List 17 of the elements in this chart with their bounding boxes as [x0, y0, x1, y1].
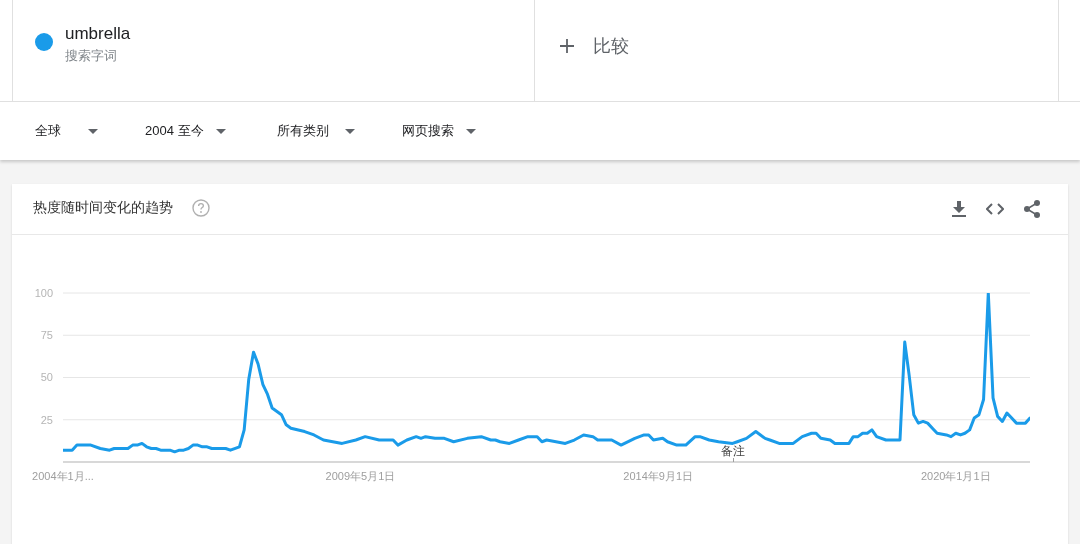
y-tick-label: 25: [40, 413, 53, 426]
x-tick-label: 2020年1月1日: [920, 469, 991, 482]
text: 2004 至今: [145, 122, 204, 140]
y-tick-label: 100: [34, 286, 53, 299]
y-tick-label: 75: [40, 329, 53, 342]
text: 搜索字词: [65, 47, 117, 65]
text: 网页搜索: [402, 122, 454, 140]
chart-title: 热度随时间变化的趋势: [33, 199, 173, 217]
text: 比较: [593, 35, 629, 58]
text: 所有类别: [277, 122, 329, 140]
x-tick-label: 2009年5月1日: [325, 469, 396, 482]
x-tick-label: 2014年9月1日: [623, 469, 694, 482]
text: 全球: [35, 122, 61, 140]
y-tick-label: 50: [40, 371, 53, 384]
legend-label: umbrella: [65, 24, 131, 44]
annotation: 备注: [721, 444, 745, 458]
x-tick-label: 2004年1月...: [32, 469, 94, 482]
